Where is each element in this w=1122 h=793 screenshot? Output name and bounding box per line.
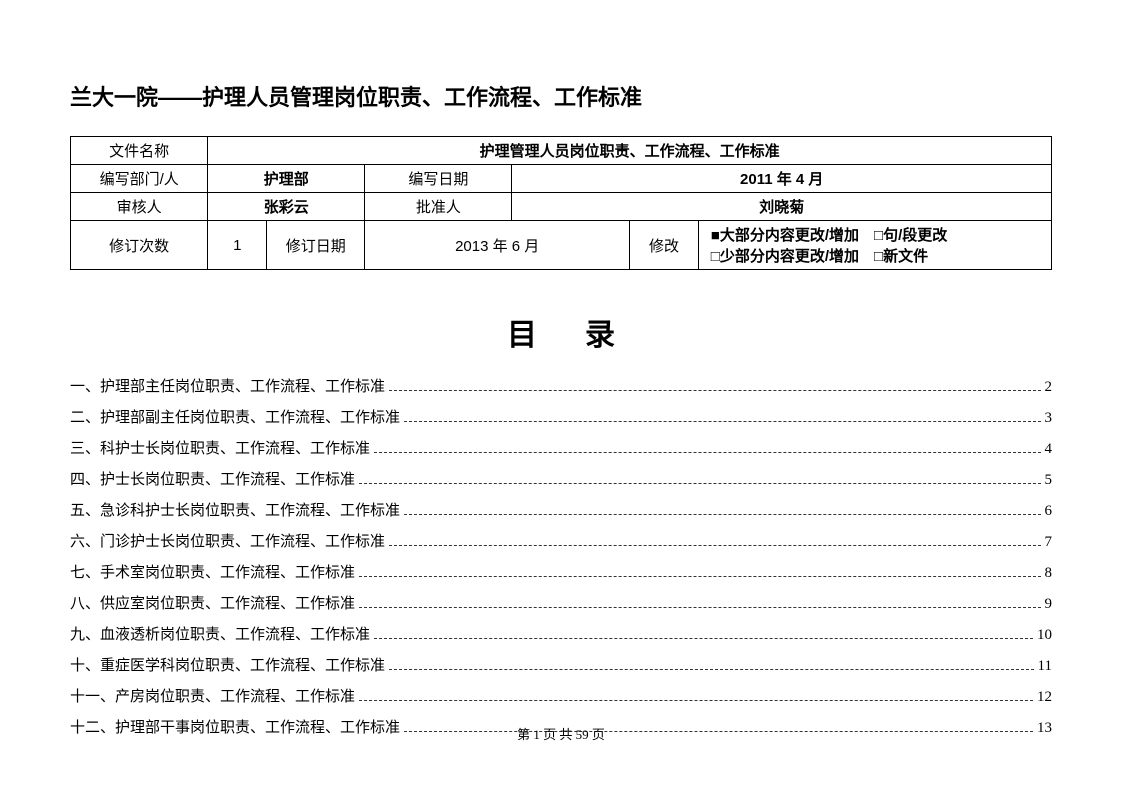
- toc-leader: [389, 660, 1034, 670]
- toc-label: 七、手术室岗位职责、工作流程、工作标准: [70, 560, 355, 587]
- value-dept: 护理部: [208, 165, 365, 193]
- toc-leader: [374, 443, 1040, 453]
- toc-row: 九、血液透析岗位职责、工作流程、工作标准 10: [70, 622, 1052, 649]
- page-footer: 第 1 页 共 59 页: [0, 724, 1122, 743]
- value-rev-date: 2013 年 6 月: [365, 221, 630, 270]
- toc-leader: [359, 474, 1040, 484]
- toc-leader: [359, 598, 1040, 608]
- label-filename: 文件名称: [71, 137, 208, 165]
- value-approver: 刘晓菊: [512, 193, 1052, 221]
- toc-row: 五、急诊科护士长岗位职责、工作流程、工作标准 6: [70, 498, 1052, 525]
- label-approver: 批准人: [365, 193, 512, 221]
- toc-label: 三、科护士长岗位职责、工作流程、工作标准: [70, 436, 370, 463]
- toc-page-number: 9: [1045, 591, 1053, 618]
- label-reviewer: 审核人: [71, 193, 208, 221]
- label-revisions: 修订次数: [71, 221, 208, 270]
- toc-row: 三、科护士长岗位职责、工作流程、工作标准 4: [70, 436, 1052, 463]
- toc-leader: [389, 381, 1040, 391]
- toc-heading: 目录: [70, 310, 1052, 354]
- toc-label: 八、供应室岗位职责、工作流程、工作标准: [70, 591, 355, 618]
- toc-label: 十、重症医学科岗位职责、工作流程、工作标准: [70, 653, 385, 680]
- label-change: 修改: [630, 221, 699, 270]
- document-title: 兰大一院——护理人员管理岗位职责、工作流程、工作标准: [70, 80, 1052, 112]
- toc-row: 八、供应室岗位职责、工作流程、工作标准 9: [70, 591, 1052, 618]
- label-write-date: 编写日期: [365, 165, 512, 193]
- toc-row: 二、护理部副主任岗位职责、工作流程、工作标准 3: [70, 405, 1052, 432]
- toc-leader: [374, 629, 1033, 639]
- toc-row: 十一、产房岗位职责、工作流程、工作标准 12: [70, 684, 1052, 711]
- toc-page-number: 12: [1037, 684, 1052, 711]
- toc-leader: [389, 536, 1040, 546]
- toc-label: 九、血液透析岗位职责、工作流程、工作标准: [70, 622, 370, 649]
- toc-page-number: 2: [1045, 374, 1053, 401]
- toc-page-number: 3: [1045, 405, 1053, 432]
- toc-row: 七、手术室岗位职责、工作流程、工作标准 8: [70, 560, 1052, 587]
- toc-row: 一、护理部主任岗位职责、工作流程、工作标准 2: [70, 374, 1052, 401]
- toc-page-number: 11: [1038, 653, 1052, 680]
- toc-label: 二、护理部副主任岗位职责、工作流程、工作标准: [70, 405, 400, 432]
- toc-label: 五、急诊科护士长岗位职责、工作流程、工作标准: [70, 498, 400, 525]
- toc-page-number: 4: [1045, 436, 1053, 463]
- toc-label: 十一、产房岗位职责、工作流程、工作标准: [70, 684, 355, 711]
- toc-leader: [359, 691, 1033, 701]
- toc-leader: [404, 412, 1040, 422]
- toc-leader: [359, 567, 1040, 577]
- toc-page-number: 10: [1037, 622, 1052, 649]
- toc-page-number: 6: [1045, 498, 1053, 525]
- toc-label: 六、门诊护士长岗位职责、工作流程、工作标准: [70, 529, 385, 556]
- value-write-date: 2011 年 4 月: [512, 165, 1052, 193]
- label-rev-date: 修订日期: [267, 221, 365, 270]
- value-change: ■大部分内容更改/增加 □句/段更改□少部分内容更改/增加 □新文件: [698, 221, 1051, 270]
- toc-page-number: 7: [1045, 529, 1053, 556]
- toc-row: 十、重症医学科岗位职责、工作流程、工作标准 11: [70, 653, 1052, 680]
- value-reviewer: 张彩云: [208, 193, 365, 221]
- value-filename: 护理管理人员岗位职责、工作流程、工作标准: [208, 137, 1052, 165]
- toc-page-number: 8: [1045, 560, 1053, 587]
- value-revisions: 1: [208, 221, 267, 270]
- toc-label: 四、护士长岗位职责、工作流程、工作标准: [70, 467, 355, 494]
- metadata-table: 文件名称 护理管理人员岗位职责、工作流程、工作标准 编写部门/人 护理部 编写日…: [70, 136, 1052, 270]
- table-of-contents: 一、护理部主任岗位职责、工作流程、工作标准 2 二、护理部副主任岗位职责、工作流程、…: [70, 374, 1052, 742]
- toc-leader: [404, 505, 1040, 515]
- toc-label: 一、护理部主任岗位职责、工作流程、工作标准: [70, 374, 385, 401]
- toc-row: 六、门诊护士长岗位职责、工作流程、工作标准 7: [70, 529, 1052, 556]
- label-dept: 编写部门/人: [71, 165, 208, 193]
- toc-row: 四、护士长岗位职责、工作流程、工作标准 5: [70, 467, 1052, 494]
- toc-page-number: 5: [1045, 467, 1053, 494]
